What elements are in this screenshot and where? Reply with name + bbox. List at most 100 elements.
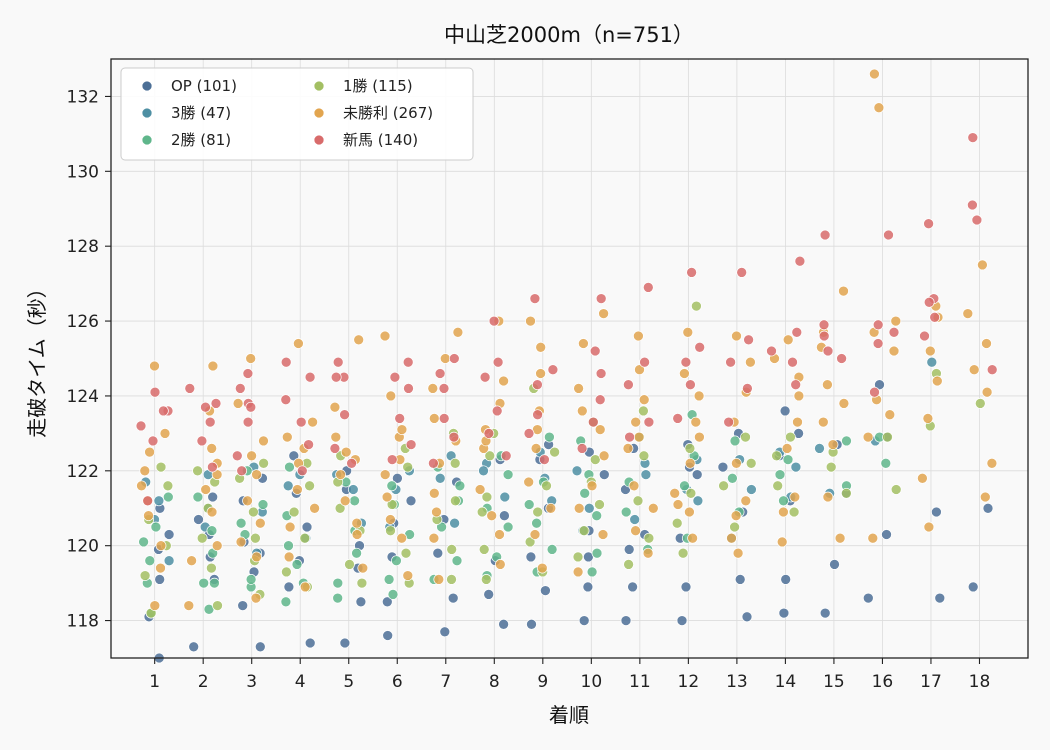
data-point bbox=[723, 416, 735, 428]
data-point bbox=[546, 544, 558, 555]
data-point bbox=[204, 416, 216, 428]
data-point bbox=[200, 401, 211, 413]
data-point bbox=[335, 469, 346, 480]
plot-frame bbox=[110, 58, 1029, 659]
data-point bbox=[691, 300, 702, 312]
data-point bbox=[499, 491, 511, 503]
data-point bbox=[248, 506, 259, 518]
data-point bbox=[387, 589, 399, 600]
data-point bbox=[717, 461, 729, 473]
data-point bbox=[532, 506, 544, 518]
data-point bbox=[986, 364, 998, 376]
data-point bbox=[196, 435, 208, 447]
data-point bbox=[880, 457, 892, 469]
data-point bbox=[730, 510, 742, 522]
data-point bbox=[578, 615, 590, 626]
data-point bbox=[523, 499, 535, 510]
data-point bbox=[822, 379, 833, 391]
data-point bbox=[888, 326, 900, 338]
data-point bbox=[967, 581, 979, 593]
data-point bbox=[280, 596, 292, 608]
data-point bbox=[781, 443, 793, 454]
data-point bbox=[502, 469, 514, 480]
data-point bbox=[502, 521, 514, 533]
data-point bbox=[540, 585, 551, 596]
data-point bbox=[235, 536, 247, 548]
data-point bbox=[355, 596, 367, 608]
data-point bbox=[922, 413, 934, 424]
data-point bbox=[790, 379, 802, 391]
data-point bbox=[684, 506, 695, 518]
data-point bbox=[685, 379, 696, 391]
data-point bbox=[862, 592, 874, 604]
data-point bbox=[292, 484, 303, 495]
data-point bbox=[632, 495, 644, 507]
data-point bbox=[155, 461, 167, 473]
data-point bbox=[778, 607, 790, 619]
data-point bbox=[394, 413, 406, 424]
data-point bbox=[586, 480, 598, 492]
data-point bbox=[642, 282, 654, 293]
data-point bbox=[977, 259, 988, 271]
data-point bbox=[595, 368, 607, 379]
data-point bbox=[680, 581, 692, 593]
data-point bbox=[742, 383, 753, 394]
data-point bbox=[530, 443, 542, 454]
data-point bbox=[979, 491, 991, 503]
data-point bbox=[679, 368, 690, 379]
data-point bbox=[926, 356, 938, 368]
data-point bbox=[209, 577, 220, 589]
data-point bbox=[630, 525, 641, 537]
data-point bbox=[587, 416, 599, 428]
data-point bbox=[357, 562, 369, 574]
data-point bbox=[281, 431, 293, 443]
data-point bbox=[923, 521, 935, 533]
data-point bbox=[622, 443, 634, 454]
data-point bbox=[623, 544, 635, 555]
data-point bbox=[718, 480, 729, 492]
data-point bbox=[822, 345, 834, 357]
data-point bbox=[572, 566, 584, 578]
legend-label: 3勝 (47) bbox=[171, 104, 231, 122]
data-point bbox=[353, 334, 365, 346]
data-point bbox=[745, 457, 757, 469]
data-point bbox=[491, 405, 503, 417]
data-point bbox=[476, 506, 488, 518]
data-point bbox=[787, 356, 798, 368]
data-point bbox=[332, 592, 344, 604]
data-point bbox=[578, 525, 590, 537]
data-point bbox=[206, 562, 217, 574]
data-point bbox=[598, 308, 609, 319]
data-point bbox=[638, 405, 649, 417]
data-point bbox=[149, 600, 161, 611]
data-point bbox=[450, 495, 461, 507]
data-point bbox=[340, 446, 352, 458]
data-point bbox=[544, 431, 555, 443]
data-point bbox=[158, 405, 169, 417]
data-point bbox=[774, 469, 786, 480]
legend-marker bbox=[141, 107, 153, 119]
data-point bbox=[356, 577, 368, 589]
y-axis-label: 走破タイム（秒） bbox=[25, 278, 49, 438]
data-point bbox=[307, 416, 318, 428]
data-point bbox=[789, 491, 801, 503]
data-point bbox=[692, 495, 704, 507]
data-point bbox=[438, 413, 450, 424]
data-point bbox=[869, 68, 880, 80]
data-point bbox=[446, 574, 457, 585]
data-point bbox=[479, 371, 491, 383]
data-point bbox=[682, 326, 694, 338]
data-point bbox=[304, 637, 316, 649]
data-point bbox=[351, 517, 363, 529]
data-point bbox=[523, 428, 535, 439]
data-point bbox=[627, 581, 638, 593]
data-point bbox=[258, 457, 269, 469]
data-point bbox=[296, 465, 308, 477]
data-point bbox=[731, 330, 742, 342]
data-point bbox=[771, 450, 782, 462]
data-point bbox=[138, 536, 149, 548]
data-point bbox=[643, 416, 655, 428]
data-point bbox=[677, 547, 689, 559]
data-point bbox=[743, 334, 754, 346]
data-point bbox=[139, 465, 151, 477]
